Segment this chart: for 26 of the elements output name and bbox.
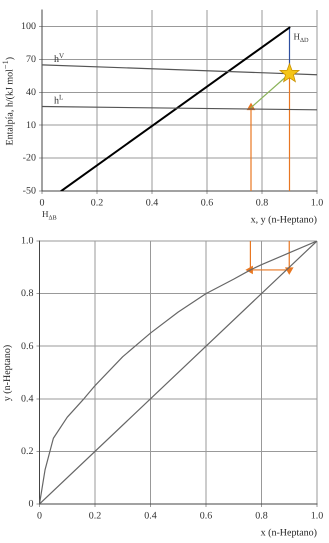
x-tick-label: 0.8 xyxy=(255,510,268,522)
y-tick-label: 0.6 xyxy=(21,340,34,352)
x-tick-label: 0.6 xyxy=(200,198,214,209)
y-tick-label: 40 xyxy=(26,86,36,98)
y-tick-label: 100 xyxy=(21,21,36,32)
y-tick-label: -20 xyxy=(22,152,36,164)
y-tick-label: 70 xyxy=(26,54,36,65)
y-tick-label: 0.8 xyxy=(21,288,34,300)
x-tick-label: 0.4 xyxy=(144,510,157,522)
x-tick-label: 0.6 xyxy=(200,510,212,522)
x-tick-label: 0.2 xyxy=(90,198,104,209)
x-tick-label: 1.0 xyxy=(310,198,324,209)
x-axis-title: x (n-Heptano) xyxy=(260,528,317,539)
x-axis-title: x, y (n-Heptano) xyxy=(250,214,317,226)
x-tick-label: 0.8 xyxy=(256,198,268,209)
y-tick-label: 10 xyxy=(26,120,36,131)
x-tick-label: 1.0 xyxy=(310,510,324,522)
y-tick-label: -50 xyxy=(22,186,36,197)
y-tick-label: 0 xyxy=(28,498,34,510)
y-tick-label: 1.0 xyxy=(21,236,34,247)
y-tick-label: 0.2 xyxy=(21,446,34,458)
y-axis-title: y (n-Heptano) xyxy=(2,344,14,401)
x-tick-label: 0 xyxy=(40,198,44,209)
x-tick-label: 0.4 xyxy=(146,198,158,209)
y-tick-label: 0.4 xyxy=(21,393,34,404)
x-tick-label: 0.2 xyxy=(88,510,102,522)
